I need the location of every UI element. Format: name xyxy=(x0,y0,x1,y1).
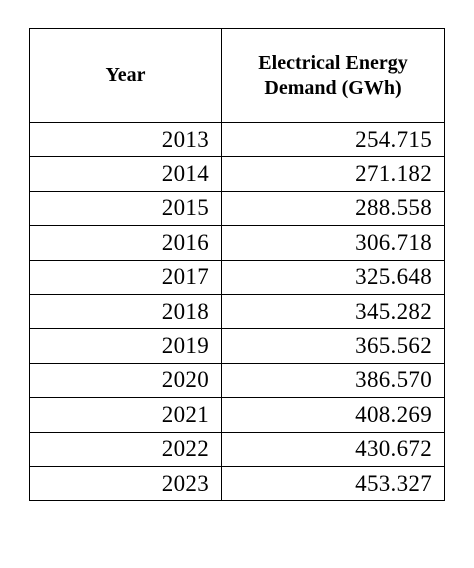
year-cell: 2014 xyxy=(29,156,222,192)
demand-cell: 453.327 xyxy=(221,465,445,502)
demand-header-line2: Demand (GWh) xyxy=(264,76,402,99)
demand-cell: 430.672 xyxy=(221,431,445,467)
year-cell: 2015 xyxy=(29,190,222,227)
year-cell: 2017 xyxy=(29,259,222,295)
year-header-label: Year xyxy=(105,64,146,86)
demand-cell: 271.182 xyxy=(221,156,445,192)
table-row: 2022 430.672 xyxy=(29,431,445,467)
table-body: 2013 254.715 2014 271.182 2015 288.558 2… xyxy=(29,121,445,502)
table-row: 2021 408.269 xyxy=(29,397,445,433)
energy-demand-table: Year Electrical Energy Demand (GWh) 2013… xyxy=(29,28,445,502)
table-header: Year Electrical Energy Demand (GWh) xyxy=(29,28,445,123)
year-cell: 2018 xyxy=(29,293,222,330)
table-row: 2017 325.648 xyxy=(29,259,445,295)
demand-header-line1: Electrical Energy xyxy=(258,51,408,74)
table-row: 2015 288.558 xyxy=(29,190,445,227)
table-row: 2016 306.718 xyxy=(29,225,445,261)
header-row: Year Electrical Energy Demand (GWh) xyxy=(29,28,445,123)
year-column-header: Year xyxy=(29,28,222,123)
demand-cell: 325.648 xyxy=(221,259,445,295)
demand-cell: 306.718 xyxy=(221,225,445,261)
table-row: 2014 271.182 xyxy=(29,156,445,192)
year-cell: 2020 xyxy=(29,362,222,399)
demand-cell: 288.558 xyxy=(221,190,445,227)
year-cell: 2022 xyxy=(29,431,222,467)
table-row: 2020 386.570 xyxy=(29,362,445,399)
table-row: 2018 345.282 xyxy=(29,293,445,330)
table-row: 2023 453.327 xyxy=(29,465,445,502)
year-cell: 2016 xyxy=(29,225,222,261)
demand-cell: 345.282 xyxy=(221,293,445,330)
year-cell: 2019 xyxy=(29,328,222,364)
demand-cell: 386.570 xyxy=(221,362,445,399)
demand-cell: 254.715 xyxy=(221,121,445,158)
demand-cell: 365.562 xyxy=(221,328,445,364)
year-cell: 2021 xyxy=(29,397,222,433)
year-cell: 2013 xyxy=(29,121,222,158)
year-cell: 2023 xyxy=(29,465,222,502)
table-row: 2013 254.715 xyxy=(29,121,445,158)
table-row: 2019 365.562 xyxy=(29,328,445,364)
demand-column-header: Electrical Energy Demand (GWh) xyxy=(221,28,445,123)
demand-cell: 408.269 xyxy=(221,397,445,433)
